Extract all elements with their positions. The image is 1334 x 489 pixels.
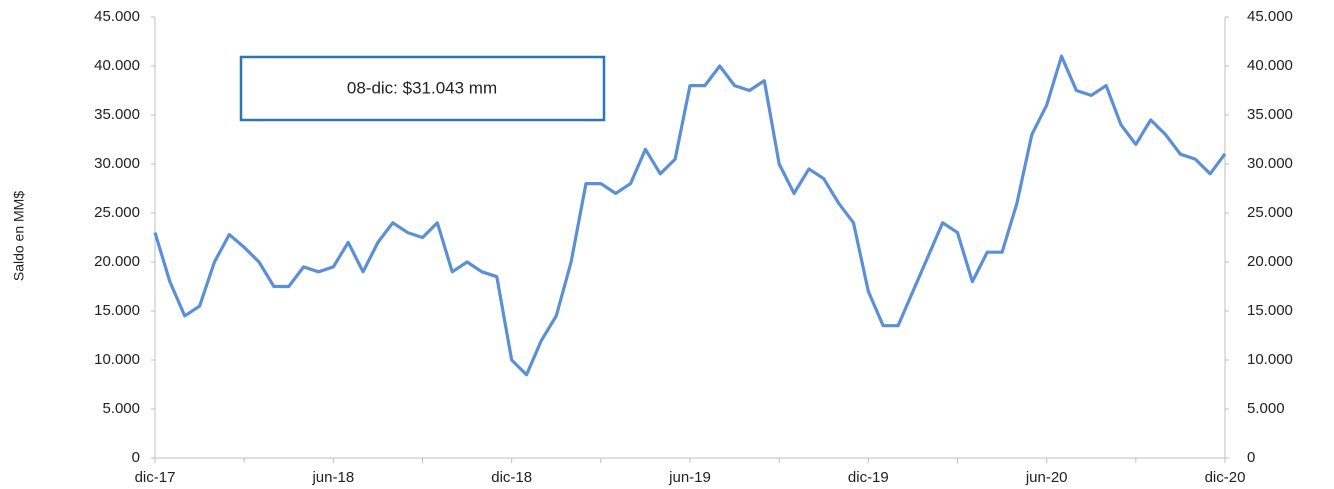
y2-tick-label: 20.000 [1247, 253, 1293, 270]
line-series [153, 54, 1227, 377]
y2-tick-label: 30.000 [1247, 155, 1293, 172]
x-tick-label: dic-17 [135, 469, 176, 486]
y-tick-label: 15.000 [94, 302, 140, 319]
x-tick-label: dic-19 [848, 469, 889, 486]
y2-tick-label: 15.000 [1247, 302, 1293, 319]
y-tick-label: 30.000 [94, 155, 140, 172]
y-tick-label: 5.000 [102, 400, 140, 417]
x-tick-label: jun-19 [668, 469, 711, 486]
y2-tick-label: 40.000 [1247, 57, 1293, 74]
y-tick-label: 10.000 [94, 351, 140, 368]
y-tick-label: 25.000 [94, 204, 140, 221]
annotation: 08-dic: $31.043 mm [347, 78, 497, 97]
x-tick-label: dic-20 [1205, 469, 1246, 486]
y-tick-label: 35.000 [94, 106, 140, 123]
y2-tick-label: 5.000 [1247, 400, 1285, 417]
y-tick-label: 0 [132, 449, 140, 466]
y2-tick-label: 35.000 [1247, 106, 1293, 123]
x-tick-label: dic-18 [491, 469, 532, 486]
y-tick-label: 40.000 [94, 57, 140, 74]
y2-tick-label: 10.000 [1247, 351, 1293, 368]
y2-tick-label: 0 [1247, 449, 1255, 466]
x-tick-label: jun-20 [1025, 469, 1068, 486]
y2-tick-label: 25.000 [1247, 204, 1293, 221]
y-tick-label: 45.000 [94, 8, 140, 25]
y-axis-label: Saldo en MM$ [11, 191, 27, 281]
x-tick-label: jun-18 [311, 469, 354, 486]
annotation-box [239, 55, 606, 122]
y-tick-label: 20.000 [94, 253, 140, 270]
y2-tick-label: 45.000 [1247, 8, 1293, 25]
